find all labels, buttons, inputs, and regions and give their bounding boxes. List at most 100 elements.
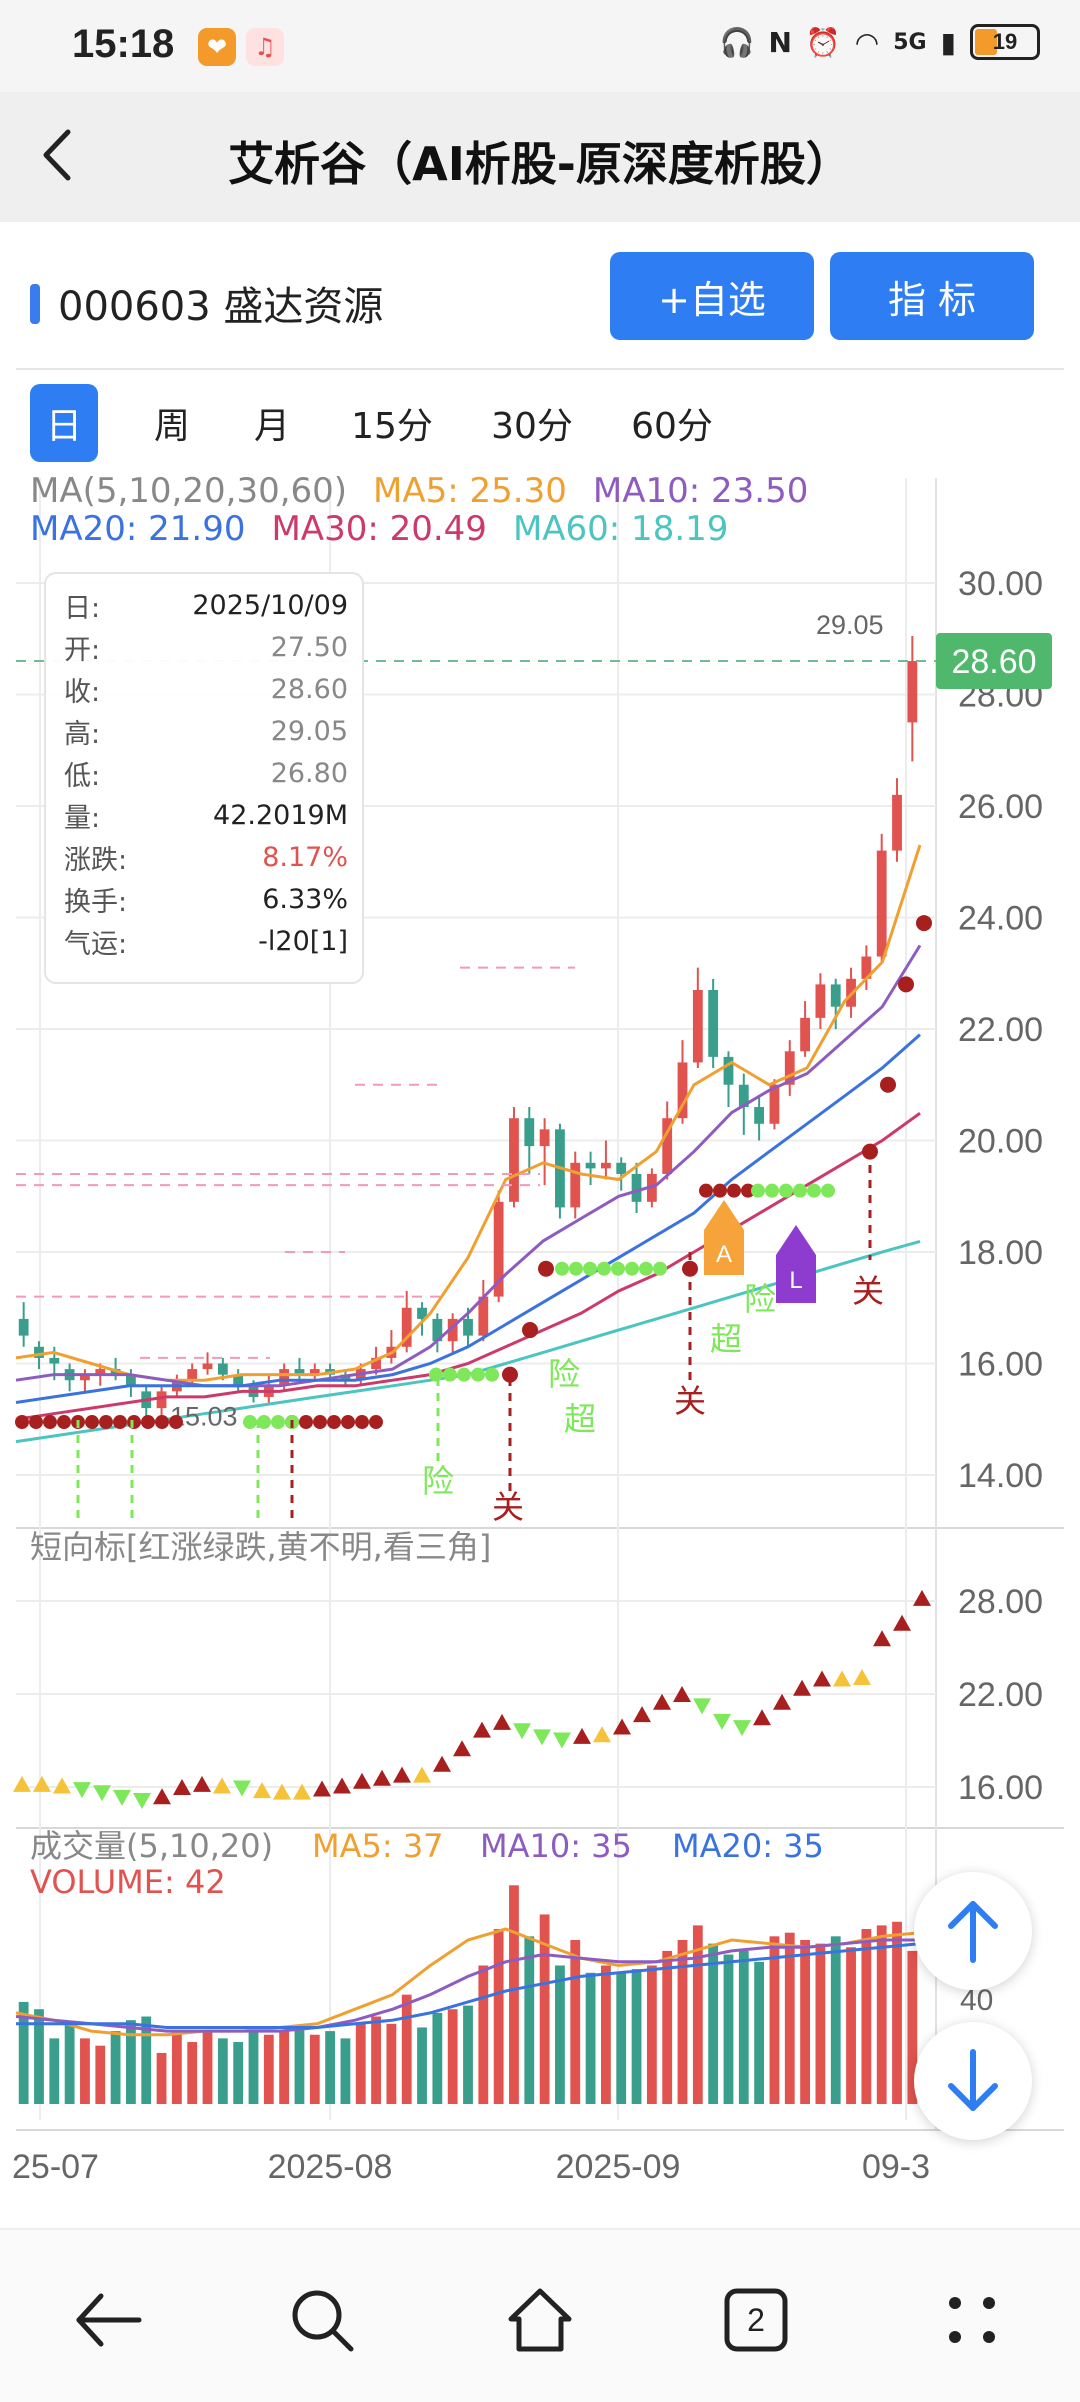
scroll-up-button[interactable] bbox=[914, 1872, 1032, 1990]
trend-triangle bbox=[93, 1785, 111, 1802]
signal-dot-green bbox=[271, 1415, 285, 1430]
candle-body bbox=[738, 1084, 749, 1108]
volume-bar bbox=[876, 1925, 887, 2104]
tab-60min[interactable]: 60分 bbox=[631, 406, 713, 447]
indicator-button[interactable]: 指 标 bbox=[830, 252, 1034, 340]
candle-body bbox=[447, 1318, 458, 1342]
ma60-value: MA60: 18.19 bbox=[512, 509, 729, 549]
ma20-value: MA20: 21.90 bbox=[30, 509, 246, 549]
volume-bar bbox=[815, 1943, 826, 2104]
volume-bar bbox=[892, 1921, 902, 2104]
trend-triangle bbox=[453, 1740, 471, 1757]
signal-dot-green bbox=[555, 1261, 569, 1276]
tab-month[interactable]: 月 bbox=[253, 406, 290, 447]
y-tick-label: 16.00 bbox=[958, 1346, 1043, 1384]
signal-dot-green bbox=[457, 1367, 471, 1382]
tab-day[interactable]: 日 bbox=[30, 384, 98, 462]
volume-ma20: MA20: 35 bbox=[672, 1827, 824, 1865]
signal-dot-red bbox=[313, 1415, 327, 1430]
volume-bar bbox=[233, 2042, 244, 2104]
battery-icon: 19 bbox=[970, 24, 1040, 60]
signal-annotation: 险 bbox=[422, 1462, 454, 1500]
ma-legend-title: MA(5,10,20,30,60) bbox=[30, 471, 348, 511]
trend-triangle bbox=[393, 1766, 411, 1783]
info-key: 换手: bbox=[64, 886, 128, 918]
info-value: -l20[1] bbox=[258, 925, 348, 957]
info-key: 涨跌: bbox=[64, 844, 128, 876]
trend-triangle bbox=[913, 1589, 931, 1606]
tab-30min[interactable]: 30分 bbox=[491, 406, 573, 447]
info-value: 8.17% bbox=[262, 841, 348, 873]
info-row: 日: 2025/10/09 bbox=[64, 584, 348, 626]
info-value: 42.2019M bbox=[213, 799, 348, 831]
signal-dot-green bbox=[429, 1367, 443, 1382]
volume-bar bbox=[171, 2031, 182, 2104]
info-value: 2025/10/09 bbox=[192, 589, 348, 621]
ma30-line bbox=[15, 1111, 921, 1421]
back-arrow-icon bbox=[43, 129, 71, 181]
tab-15min[interactable]: 15分 bbox=[351, 406, 433, 447]
nav-search-button[interactable] bbox=[282, 2280, 362, 2360]
info-value: 6.33% bbox=[262, 883, 348, 915]
volume-value: VOLUME: 42 bbox=[30, 1863, 226, 1901]
volume-bar bbox=[309, 2034, 320, 2104]
trend-triangle bbox=[253, 1782, 271, 1799]
tab-count: 2 bbox=[747, 2301, 765, 2338]
ma20-line bbox=[15, 1033, 921, 1404]
volume-ma10-line bbox=[15, 1938, 920, 2033]
menu-dots-icon bbox=[949, 2297, 995, 2343]
nav-tabs-button[interactable]: 2 bbox=[716, 2280, 796, 2360]
volume-bar bbox=[463, 2005, 473, 2104]
candle-body bbox=[692, 989, 703, 1063]
signal-dot-red bbox=[355, 1415, 369, 1430]
info-row: 收: 28.60 bbox=[64, 668, 348, 710]
signal-dot-red bbox=[299, 1415, 313, 1430]
add-watchlist-button[interactable]: +自选 bbox=[610, 252, 814, 340]
candle-body bbox=[509, 1118, 519, 1202]
tab-week[interactable]: 周 bbox=[153, 406, 190, 447]
trend-triangle bbox=[673, 1686, 691, 1702]
volume-bar bbox=[217, 2038, 228, 2104]
nav-home-button[interactable] bbox=[500, 2280, 580, 2360]
volume-bar bbox=[570, 1939, 581, 2104]
volume-bar bbox=[708, 1943, 719, 2104]
y-tick-label: 16.00 bbox=[958, 1769, 1043, 1807]
volume-bar bbox=[616, 1972, 627, 2104]
signal-dot-red bbox=[699, 1183, 713, 1198]
ma30-value: MA30: 20.49 bbox=[271, 509, 487, 549]
signal-dot-red bbox=[99, 1415, 113, 1430]
battery-level: 19 bbox=[992, 29, 1018, 54]
candle-body bbox=[616, 1162, 627, 1174]
network-type: 5G bbox=[893, 29, 927, 55]
trend-triangle bbox=[573, 1727, 591, 1744]
candle-body bbox=[217, 1363, 228, 1375]
volume-bar bbox=[754, 1961, 765, 2104]
nav-back-button[interactable] bbox=[68, 2280, 148, 2360]
volume-bar bbox=[478, 1965, 489, 2104]
candle-body bbox=[49, 1357, 60, 1364]
signal-dot-red bbox=[169, 1415, 183, 1430]
period-tabs: 日 周 月 15分 30分 60分 bbox=[30, 384, 742, 462]
volume-bar bbox=[371, 2016, 381, 2104]
music-notification-icon: ♫ bbox=[246, 28, 284, 66]
candle-body bbox=[723, 1056, 734, 1085]
home-icon bbox=[508, 2288, 572, 2352]
trend-triangle bbox=[553, 1732, 571, 1749]
signal-dot-green bbox=[243, 1415, 257, 1430]
scroll-down-button[interactable] bbox=[914, 2022, 1032, 2140]
candle-body bbox=[708, 989, 719, 1057]
volume-bar bbox=[524, 1936, 535, 2104]
signal-annotation: 超 bbox=[564, 1400, 596, 1438]
signal-dot-green bbox=[779, 1183, 793, 1198]
back-button[interactable] bbox=[34, 120, 94, 190]
nav-menu-button[interactable] bbox=[932, 2280, 1012, 2360]
trend-triangle bbox=[53, 1777, 71, 1794]
volume-bar bbox=[800, 1939, 810, 2104]
signal-dot-red bbox=[29, 1415, 43, 1430]
nfc-icon: N bbox=[768, 25, 792, 59]
volume-bar bbox=[846, 1947, 856, 2104]
trend-triangle bbox=[473, 1721, 491, 1738]
trend-triangle bbox=[493, 1713, 511, 1730]
marker-a bbox=[704, 1200, 744, 1275]
trend-triangle bbox=[373, 1769, 391, 1786]
